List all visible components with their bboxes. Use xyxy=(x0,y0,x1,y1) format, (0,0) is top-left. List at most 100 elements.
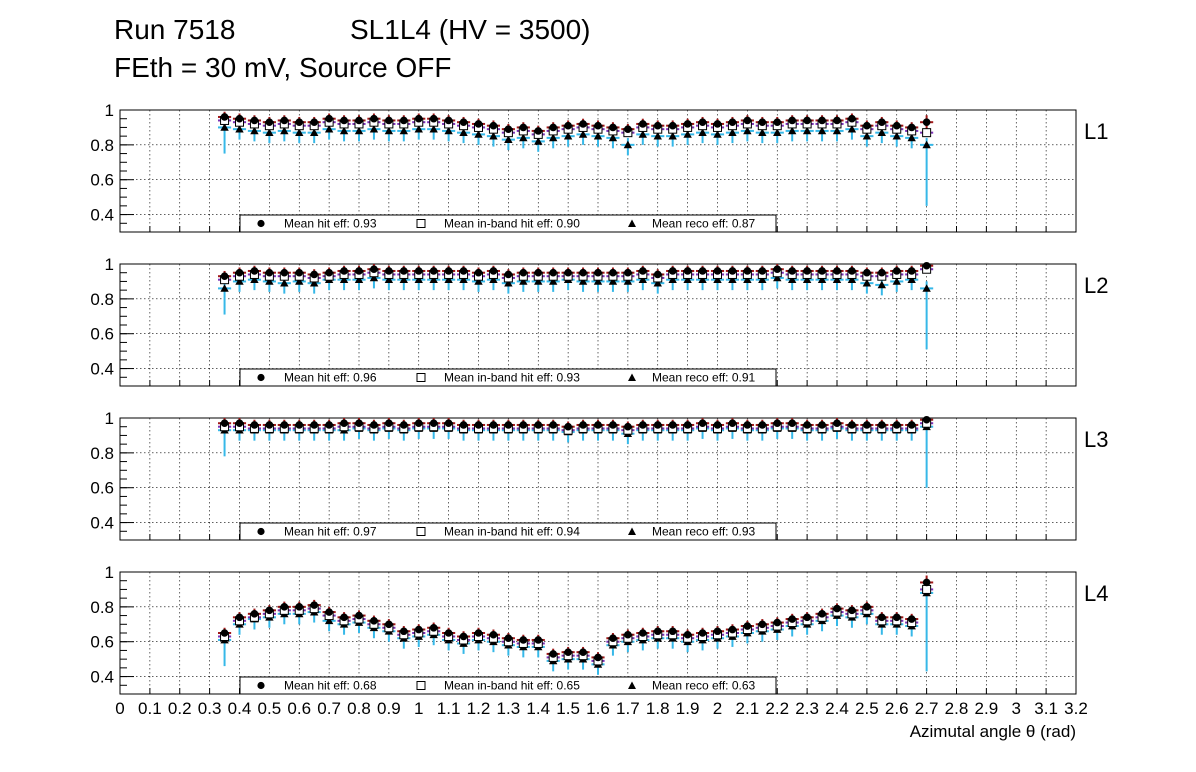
reco-point xyxy=(593,131,603,140)
panel-label: L2 xyxy=(1084,273,1108,298)
reco-point xyxy=(429,275,438,284)
hit-point xyxy=(579,648,587,656)
hit-point xyxy=(235,419,244,428)
hit-point xyxy=(504,421,513,429)
hit-point xyxy=(429,114,438,123)
hit-point xyxy=(713,267,722,275)
legend-hit-label: Mean hit eff: 0.96 xyxy=(284,371,377,385)
hit-point xyxy=(818,610,826,618)
run-label: Run 7518 xyxy=(114,14,236,45)
hit-point xyxy=(459,267,468,275)
hit-point xyxy=(848,421,856,429)
legend-inband-label: Mean in-band hit eff: 0.65 xyxy=(444,679,580,693)
hit-point xyxy=(833,267,841,275)
hit-point xyxy=(758,620,767,629)
reco-point xyxy=(653,131,662,140)
hit-point xyxy=(683,267,692,275)
hit-point xyxy=(698,267,707,275)
hit-point xyxy=(683,630,692,639)
reco-point xyxy=(862,278,872,287)
hit-point xyxy=(370,421,378,429)
hit-point xyxy=(385,116,393,125)
hit-point xyxy=(639,629,647,637)
x-tick-label: 1.1 xyxy=(437,699,461,718)
reco-point xyxy=(504,135,513,143)
reco-point xyxy=(474,130,483,138)
hit-point xyxy=(444,267,453,275)
hit-point xyxy=(609,268,617,277)
x-tick-label: 1.8 xyxy=(646,699,670,718)
reco-point xyxy=(414,275,423,284)
hit-point xyxy=(564,422,572,431)
hit-point xyxy=(310,270,318,279)
legend-reco-marker xyxy=(628,681,636,689)
hit-point xyxy=(504,125,513,133)
reco-point xyxy=(578,277,588,285)
legend-inband-label: Mean in-band hit eff: 0.93 xyxy=(444,371,580,385)
reco-point xyxy=(369,124,379,133)
x-tick-label: 1.4 xyxy=(526,699,550,718)
x-tick-label: 2.2 xyxy=(765,699,789,718)
reco-point xyxy=(743,275,752,284)
hit-point xyxy=(609,123,617,132)
hit-point xyxy=(803,421,811,429)
hit-point xyxy=(534,421,543,429)
hit-point xyxy=(429,623,438,632)
reco-point xyxy=(235,277,244,285)
legend-box xyxy=(239,368,777,387)
x-tick-label: 2.6 xyxy=(885,699,909,718)
hit-point xyxy=(594,268,602,277)
hit-point xyxy=(743,622,752,630)
hit-point xyxy=(713,120,722,128)
reco-point xyxy=(324,124,334,133)
reco-point xyxy=(384,126,394,135)
hit-point xyxy=(922,118,931,126)
hit-point xyxy=(892,421,901,429)
reco-point xyxy=(548,133,558,142)
reco-point xyxy=(235,124,244,133)
hit-point xyxy=(743,116,752,125)
hit-point xyxy=(564,648,572,656)
inband-point xyxy=(922,584,932,594)
reco-point xyxy=(354,126,364,135)
hit-point xyxy=(564,268,572,277)
hit-point xyxy=(773,618,782,627)
hit-point xyxy=(400,267,408,275)
hit-point xyxy=(773,118,782,126)
hit-point xyxy=(489,267,498,275)
reco-point xyxy=(638,275,648,284)
hit-point xyxy=(489,121,498,130)
reco-point xyxy=(369,273,379,282)
reco-point xyxy=(683,130,692,138)
hit-point xyxy=(280,268,289,277)
hit-point xyxy=(728,267,737,275)
hit-point xyxy=(265,421,274,429)
x-tick-label: 0.3 xyxy=(198,699,222,718)
inband-point xyxy=(922,128,932,138)
hit-point xyxy=(788,615,796,623)
reco-point xyxy=(892,277,901,285)
hit-point xyxy=(340,613,348,622)
y-tick-label: 1 xyxy=(105,409,114,428)
hit-point xyxy=(474,120,483,128)
reco-point xyxy=(817,275,827,284)
hit-point xyxy=(459,632,468,641)
hit-point xyxy=(743,421,752,429)
reco-point xyxy=(653,278,662,287)
hit-point xyxy=(907,267,916,275)
hit-point xyxy=(639,267,647,275)
hit-point xyxy=(220,629,229,637)
reco-point xyxy=(713,275,722,284)
legend-hit-label: Mean hit eff: 0.93 xyxy=(284,217,377,231)
x-tick-label: 1.3 xyxy=(497,699,521,718)
hit-point xyxy=(414,114,423,123)
y-tick-label: 0.6 xyxy=(90,633,114,652)
hit-point xyxy=(549,421,557,429)
hit-point xyxy=(713,627,722,636)
hit-point xyxy=(728,118,737,126)
hit-point xyxy=(863,121,871,130)
hit-point xyxy=(295,421,304,429)
hit-point xyxy=(863,268,871,277)
x-tick-label: 1.2 xyxy=(467,699,491,718)
